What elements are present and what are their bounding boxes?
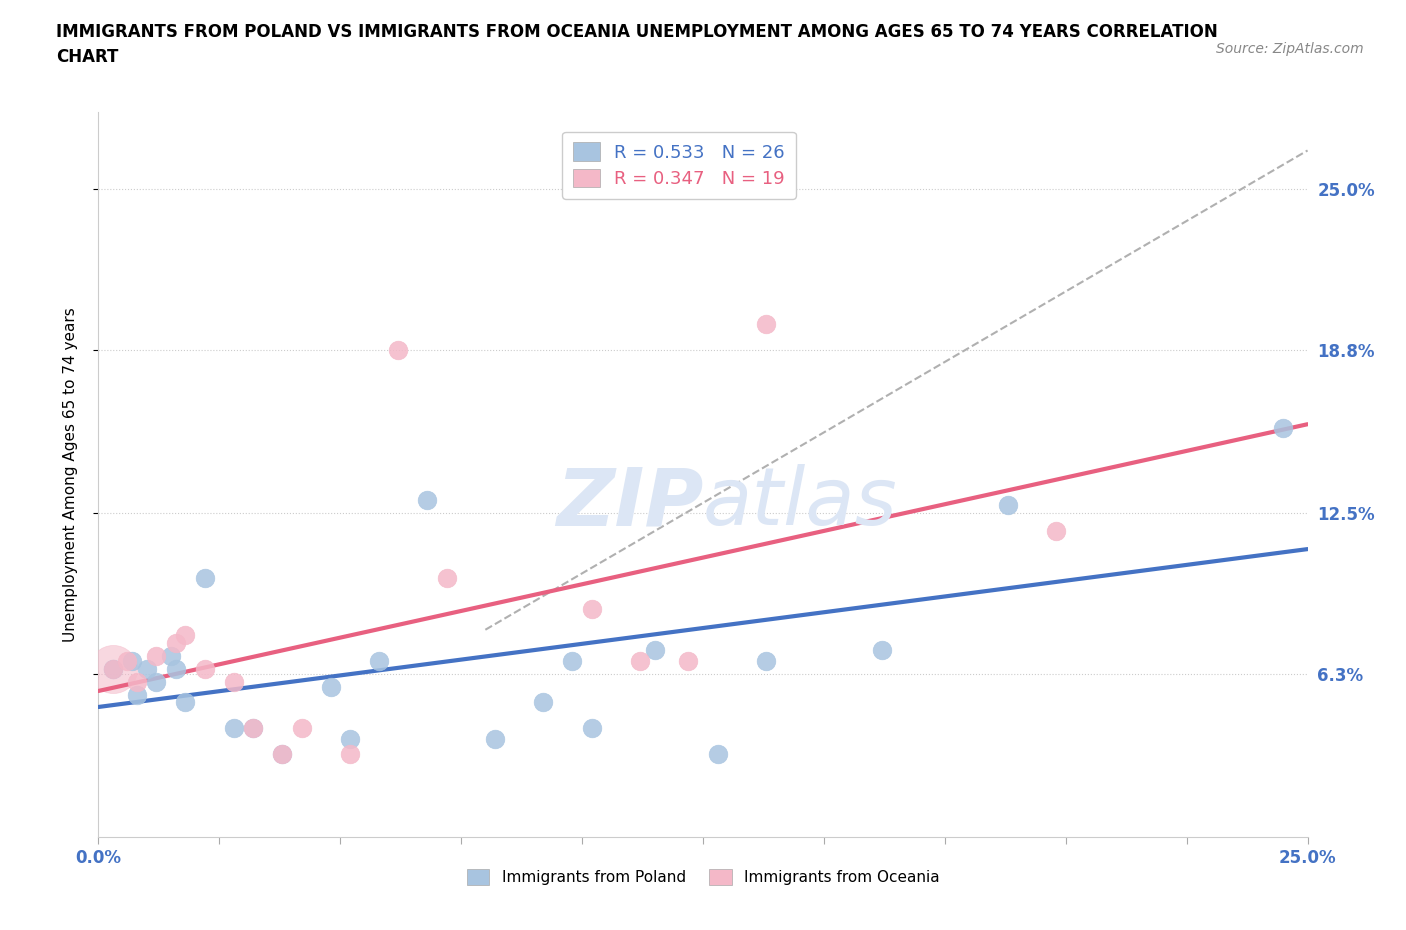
Point bbox=[678, 654, 700, 669]
Y-axis label: Unemployment Among Ages 65 to 74 years: Unemployment Among Ages 65 to 74 years bbox=[63, 307, 77, 642]
Text: Source: ZipAtlas.com: Source: ZipAtlas.com bbox=[1216, 42, 1364, 56]
Point bbox=[271, 747, 294, 762]
Point bbox=[174, 628, 197, 643]
Text: atlas: atlas bbox=[703, 464, 898, 542]
Point bbox=[165, 661, 187, 676]
Point bbox=[165, 635, 187, 650]
Point bbox=[581, 602, 603, 617]
Point bbox=[416, 493, 439, 508]
Point bbox=[127, 687, 149, 702]
Point bbox=[319, 679, 342, 694]
Point bbox=[581, 721, 603, 736]
Point bbox=[870, 643, 893, 658]
Point bbox=[1272, 420, 1295, 435]
Point bbox=[194, 661, 217, 676]
Text: IMMIGRANTS FROM POLAND VS IMMIGRANTS FROM OCEANIA UNEMPLOYMENT AMONG AGES 65 TO : IMMIGRANTS FROM POLAND VS IMMIGRANTS FRO… bbox=[56, 23, 1218, 41]
Point bbox=[755, 316, 778, 331]
Point bbox=[755, 654, 778, 669]
Text: ZIP: ZIP bbox=[555, 464, 703, 542]
Point bbox=[101, 661, 124, 676]
Point bbox=[174, 695, 197, 710]
Point bbox=[628, 654, 651, 669]
Point bbox=[222, 721, 245, 736]
Point bbox=[101, 661, 124, 676]
Point bbox=[1045, 524, 1067, 538]
Point bbox=[242, 721, 264, 736]
Point bbox=[436, 570, 458, 585]
Point bbox=[339, 731, 361, 746]
Point bbox=[121, 654, 143, 669]
Point bbox=[160, 648, 183, 663]
Point bbox=[194, 570, 217, 585]
Point bbox=[706, 747, 728, 762]
Point bbox=[339, 747, 361, 762]
Point bbox=[484, 731, 506, 746]
Point bbox=[127, 674, 149, 689]
Point bbox=[101, 661, 124, 676]
Legend: Immigrants from Poland, Immigrants from Oceania: Immigrants from Poland, Immigrants from … bbox=[457, 860, 949, 895]
Point bbox=[368, 654, 391, 669]
Point bbox=[997, 498, 1019, 512]
Point bbox=[117, 654, 139, 669]
Point bbox=[290, 721, 312, 736]
Text: CHART: CHART bbox=[56, 48, 118, 66]
Point bbox=[222, 674, 245, 689]
Point bbox=[145, 648, 167, 663]
Point bbox=[135, 661, 157, 676]
Point bbox=[561, 654, 583, 669]
Point bbox=[271, 747, 294, 762]
Point bbox=[145, 674, 167, 689]
Point bbox=[644, 643, 666, 658]
Point bbox=[242, 721, 264, 736]
Point bbox=[531, 695, 554, 710]
Point bbox=[387, 342, 409, 357]
